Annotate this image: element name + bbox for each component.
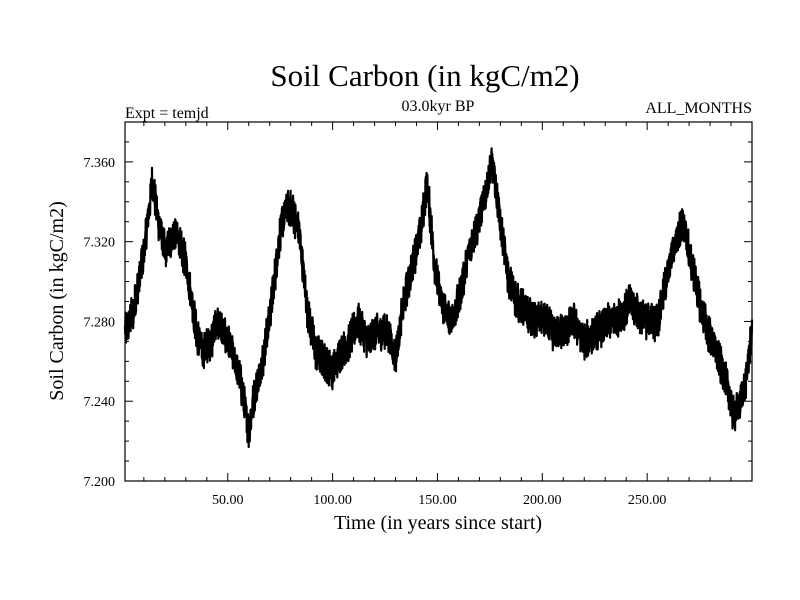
y-tick-label: 7.240 [84, 395, 116, 410]
y-tick-label: 7.360 [84, 156, 116, 171]
chart-title: Soil Carbon (in kgC/m2) [270, 58, 579, 93]
x-tick-label: 100.00 [313, 493, 352, 508]
x-tick-label: 50.00 [212, 493, 244, 508]
y-tick-label: 7.280 [84, 315, 116, 330]
y-tick-label: 7.200 [84, 475, 116, 490]
x-tick-label: 250.00 [628, 493, 667, 508]
x-tick-label: 150.00 [418, 493, 457, 508]
x-axis-title: Time (in years since start) [334, 512, 542, 534]
y-axis-title: Soil Carbon (in kgC/m2) [46, 201, 68, 400]
axis-ticks [125, 122, 752, 481]
top-right-label: ALL_MONTHS [645, 100, 752, 117]
x-tick-labels: 50.00 100.00 150.00 200.00 250.00 [212, 493, 666, 508]
y-tick-label: 7.320 [84, 236, 116, 251]
x-tick-label: 200.00 [523, 493, 562, 508]
chart-subtitle: 03.0kyr BP [402, 98, 475, 115]
series-line [123, 147, 754, 449]
y-tick-labels: 7.200 7.240 7.280 7.320 7.360 [84, 156, 116, 490]
top-left-label: Expt = temjd [125, 105, 209, 122]
plot-frame [124, 121, 753, 482]
